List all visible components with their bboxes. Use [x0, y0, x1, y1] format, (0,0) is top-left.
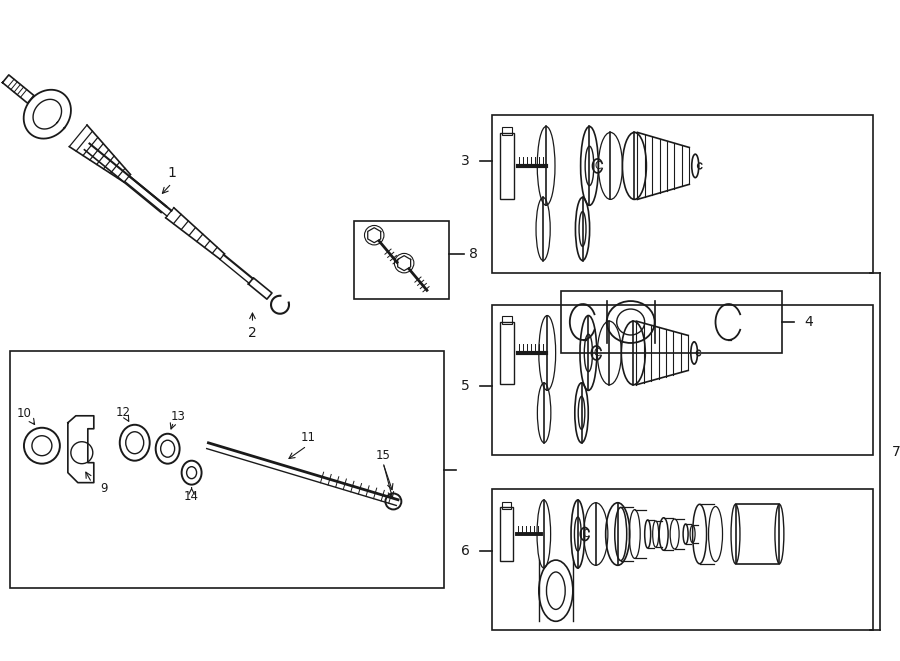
Bar [500, 507, 513, 561]
Text: 3: 3 [462, 155, 470, 169]
Text: C: C [593, 348, 599, 358]
Text: 10: 10 [16, 407, 32, 420]
Text: 7: 7 [892, 445, 900, 459]
Text: 12: 12 [115, 407, 130, 419]
Bar [502, 315, 512, 323]
Text: 4: 4 [805, 315, 813, 329]
Text: 9: 9 [100, 482, 107, 495]
Text: 6: 6 [461, 544, 470, 558]
Text: 13: 13 [170, 410, 185, 423]
Text: 11: 11 [301, 432, 315, 444]
Text: 5: 5 [462, 379, 470, 393]
Bar [492, 488, 873, 631]
Text: 14: 14 [184, 490, 199, 503]
Bar [502, 502, 511, 509]
Text: C: C [594, 161, 601, 171]
Text: 15: 15 [375, 449, 391, 461]
Bar [561, 291, 782, 353]
Text: 8: 8 [469, 247, 478, 261]
Text: 1: 1 [167, 167, 176, 180]
Text: 2: 2 [248, 326, 256, 340]
Bar [500, 133, 514, 199]
Bar [10, 351, 444, 588]
Bar [355, 221, 449, 299]
Bar [502, 127, 512, 135]
Text: C: C [582, 529, 590, 539]
Bar [492, 305, 873, 455]
Bar [500, 321, 514, 385]
Bar [492, 116, 873, 273]
Bar [735, 504, 779, 564]
